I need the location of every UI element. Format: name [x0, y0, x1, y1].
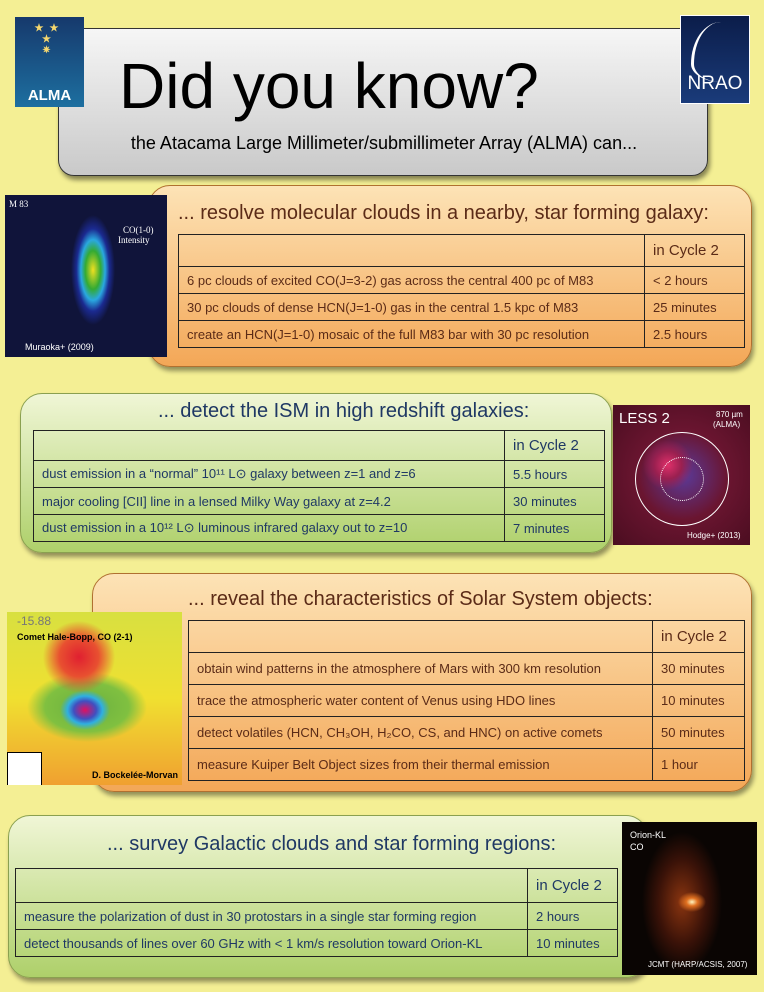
page-title: Did you know? — [119, 50, 539, 122]
header-panel: Did you know? the Atacama Large Millimet… — [58, 28, 708, 176]
col-header: in Cycle 2 — [644, 234, 745, 267]
table-row: dust emission in a 10¹² L⊙ luminous infr… — [33, 514, 605, 542]
table-row: detect volatiles (HCN, CH₃OH, H₂CO, CS, … — [188, 716, 745, 749]
col-header: in Cycle 2 — [527, 868, 618, 903]
section-heading: ... detect the ISM in high redshift gala… — [158, 400, 530, 422]
col-header: in Cycle 2 — [504, 430, 605, 461]
comet-hale-bopp-image: -15.88 Comet Hale-Bopp, CO (2-1) D. Bock… — [7, 612, 182, 785]
section-heading: ... resolve molecular clouds in a nearby… — [178, 202, 709, 224]
table-row: measure Kuiper Belt Object sizes from th… — [188, 748, 745, 781]
less2-alma-image: LESS 2 870 µm (ALMA) Hodge+ (2013) — [613, 405, 750, 545]
cycle2-table: in Cycle 2 obtain wind patterns in the a… — [188, 620, 745, 781]
table-row: 30 pc clouds of dense HCN(J=1-0) gas in … — [178, 293, 745, 321]
cycle2-table: in Cycle 2 measure the polarization of d… — [15, 868, 618, 957]
cycle2-table: in Cycle 2 dust emission in a “normal” 1… — [33, 430, 605, 542]
m83-co-map-image: M 83 CO(1-0) Intensity Muraoka+ (2009) — [5, 195, 167, 357]
table-row: 6 pc clouds of excited CO(J=3-2) gas acr… — [178, 266, 745, 294]
cycle2-table: in Cycle 2 6 pc clouds of excited CO(J=3… — [178, 234, 745, 348]
table-row: trace the atmospheric water content of V… — [188, 684, 745, 717]
table-row: major cooling [CII] line in a lensed Mil… — [33, 487, 605, 515]
orion-kl-co-image: Orion-KL CO JCMT (HARP/ACSIS, 2007) — [622, 822, 757, 975]
section-heading: ... survey Galactic clouds and star form… — [107, 833, 557, 855]
page-subtitle: the Atacama Large Millimeter/submillimet… — [130, 133, 638, 153]
alma-logo: ★★ ★ ✷ ALMA — [15, 17, 84, 107]
table-row: create an HCN(J=1-0) mosaic of the full … — [178, 320, 745, 348]
table-row: dust emission in a “normal” 10¹¹ L⊙ gala… — [33, 460, 605, 488]
section-heading: ... reveal the characteristics of Solar … — [188, 588, 653, 610]
col-header: in Cycle 2 — [652, 620, 745, 653]
table-row: obtain wind patterns in the atmosphere o… — [188, 652, 745, 685]
nrao-logo: NRAO — [680, 15, 750, 104]
table-row: detect thousands of lines over 60 GHz wi… — [15, 929, 618, 957]
table-row: measure the polarization of dust in 30 p… — [15, 902, 618, 930]
